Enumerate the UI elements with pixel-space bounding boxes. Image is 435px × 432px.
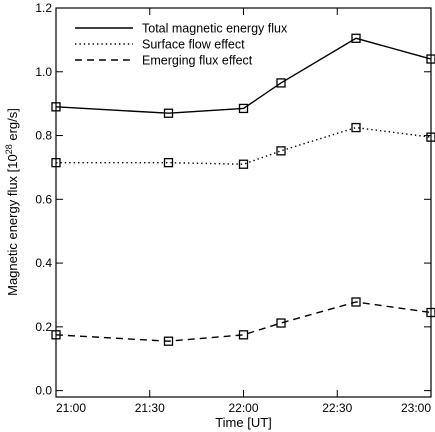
data-point-marker xyxy=(238,103,249,114)
x-tick-label: 21:00 xyxy=(56,401,86,415)
series-group xyxy=(51,33,435,346)
data-point-marker xyxy=(426,132,435,142)
data-point-marker xyxy=(238,330,249,340)
data-point-marker xyxy=(163,336,174,346)
data-point-marker xyxy=(51,330,61,340)
data-point-marker xyxy=(276,318,286,328)
x-tick-label: 22:00 xyxy=(228,401,258,415)
series-line-dotted xyxy=(56,126,432,165)
y-tick-label: 1.0 xyxy=(35,65,52,79)
series-line-dashed xyxy=(55,301,432,342)
y-axis-title: Magnetic energy flux [1028 erg/s] xyxy=(4,108,20,296)
series-line-solid xyxy=(55,37,432,114)
x-tick-label: 23:00 xyxy=(401,401,431,415)
data-point-marker xyxy=(238,159,249,169)
y-tick-label: 0.0 xyxy=(35,384,52,398)
data-point-marker xyxy=(51,102,61,112)
data-point-marker xyxy=(163,108,174,118)
y-tick-label: 0.4 xyxy=(35,256,52,270)
data-point-marker xyxy=(426,54,435,64)
data-point-marker xyxy=(276,78,286,88)
legend: Total magnetic energy flux Surface flow e… xyxy=(75,22,288,68)
x-tick-label: 22:30 xyxy=(322,401,352,415)
y-tick-label: 0.2 xyxy=(35,320,52,334)
y-tick-label: 0.8 xyxy=(35,129,52,143)
x-axis-title: Time [UT] xyxy=(215,415,272,430)
legend-label: Emerging flux effect xyxy=(142,54,253,68)
legend-label: Surface flow effect xyxy=(142,38,245,52)
data-point-marker xyxy=(351,297,361,307)
x-tick-label: 21:30 xyxy=(135,401,165,415)
data-point-marker xyxy=(276,146,286,156)
y-axis-title-unit: erg/s] xyxy=(5,108,20,144)
y-tick-label: 1.2 xyxy=(35,1,52,15)
legend-label: Total magnetic energy flux xyxy=(142,22,288,36)
y-axis-title-exponent: 28 xyxy=(4,144,14,154)
data-point-marker xyxy=(351,122,361,133)
data-point-marker xyxy=(426,307,435,318)
data-point-marker xyxy=(51,157,61,168)
y-axis-title-main: Magnetic energy flux [10 xyxy=(5,154,20,296)
axis-ticks: 0.0 0.2 0.4 0.6 0.8 1.0 1.2 21:00 21:30 22:00 22:3… xyxy=(35,1,432,415)
y-tick-label: 0.6 xyxy=(35,192,52,206)
data-point-marker xyxy=(351,33,361,43)
data-point-marker xyxy=(163,157,174,168)
